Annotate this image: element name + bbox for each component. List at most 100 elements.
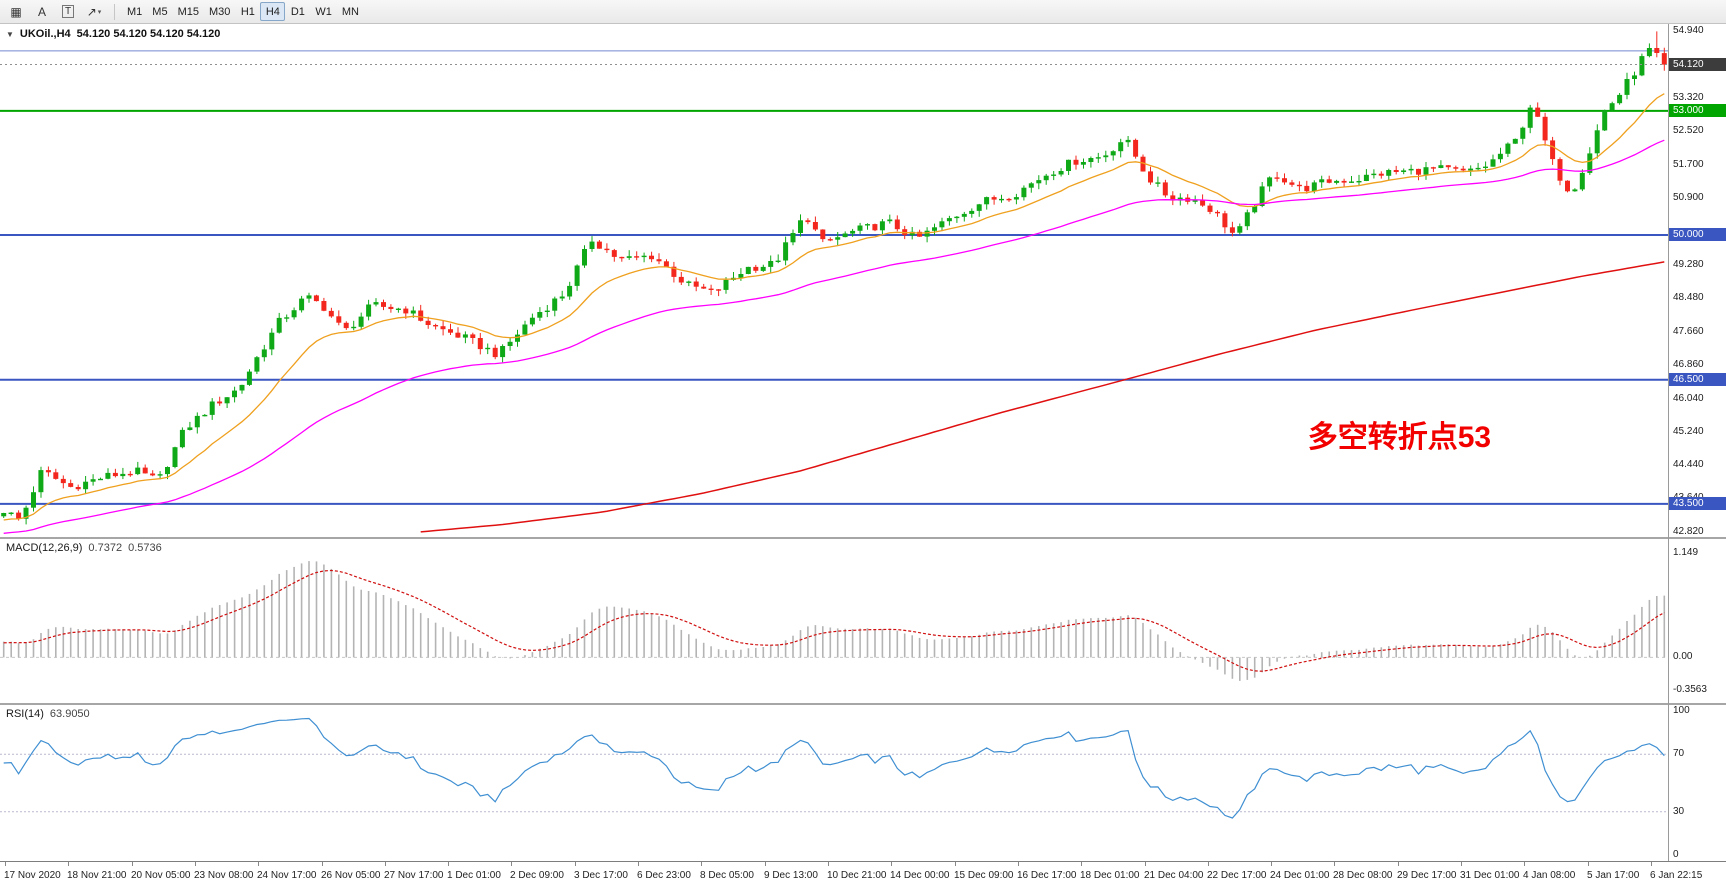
symbol-period-label: UKOil.,H4 [19,28,71,40]
timeframe-m5[interactable]: M5 [147,2,172,21]
time-tick [5,862,6,866]
price-badge: 50.000 [1669,228,1726,241]
date-label: 3 Dec 17:00 [574,870,628,881]
rsi-canvas[interactable] [0,705,1668,861]
time-tick [638,862,639,866]
time-tick [322,862,323,866]
date-label: 21 Dec 04:00 [1144,870,1204,881]
rsi-scale-label: 100 [1673,705,1690,716]
macd-main-value: 0.7372 [88,542,123,554]
date-label: 23 Nov 08:00 [194,870,254,881]
rsi-value: 63.9050 [49,708,90,720]
time-tick [1398,862,1399,866]
date-label: 18 Nov 21:00 [67,870,127,881]
price-tick-label: 51.700 [1673,159,1704,170]
macd-panel[interactable]: MACD(12,26,9) 0.7372 0.5736 [0,537,1668,703]
price-badge: 53.000 [1669,104,1726,117]
text-label-tool-icon[interactable]: T [56,2,80,22]
date-label: 22 Dec 17:00 [1207,870,1267,881]
price-tick-label: 52.520 [1673,125,1704,136]
price-tick-label: 49.280 [1673,259,1704,270]
date-label: 4 Jan 08:00 [1523,870,1576,881]
price-badge: 46.500 [1669,373,1726,386]
chart-grid-icon[interactable]: ▦ [4,2,28,22]
price-tick-label: 54.940 [1673,25,1704,36]
macd-canvas[interactable] [0,539,1668,703]
macd-scale[interactable]: 1.149 0.00 -0.3563 [1669,537,1726,703]
time-tick [575,862,576,866]
time-tick [1208,862,1209,866]
time-tick [891,862,892,866]
time-tick [1145,862,1146,866]
price-tick-label: 48.480 [1673,292,1704,303]
date-label: 6 Dec 23:00 [637,870,691,881]
rsi-panel[interactable]: RSI(14) 63.9050 [0,703,1668,861]
time-tick [701,862,702,866]
date-label: 18 Dec 01:00 [1080,870,1140,881]
date-label: 6 Jan 22:15 [1650,870,1703,881]
timeframe-w1[interactable]: W1 [310,2,337,21]
macd-scale-label: 0.00 [1673,651,1693,662]
time-tick [765,862,766,866]
rsi-label: RSI(14) 63.9050 [6,708,90,720]
time-tick [1334,862,1335,866]
time-tick [1524,862,1525,866]
time-tick [258,862,259,866]
date-label: 20 Nov 05:00 [131,870,191,881]
time-tick [68,862,69,866]
price-tick-label: 46.040 [1673,393,1704,404]
date-label: 27 Nov 17:00 [384,870,444,881]
rsi-scale-label: 30 [1673,806,1685,817]
time-tick [1271,862,1272,866]
macd-signal-value: 0.5736 [128,542,162,554]
time-tick [195,862,196,866]
rsi-scale-label: 0 [1673,849,1679,860]
main-price-scale[interactable]: 54.940 53.320 52.520 51.700 50.900 49.280 48.4… [1669,24,1726,537]
date-label: 26 Nov 05:00 [321,870,381,881]
drawing-tools-icon[interactable]: ↗ ▾ [82,2,106,22]
time-tick [1018,862,1019,866]
time-tick [132,862,133,866]
tools-group: ▦ A T ↗ ▾ [3,2,107,22]
time-tick [385,862,386,866]
date-label: 5 Jan 17:00 [1587,870,1640,881]
macd-scale-label: -0.3563 [1673,684,1707,695]
date-label: 24 Nov 17:00 [257,870,317,881]
price-tick-label: 46.860 [1673,359,1704,370]
macd-name: MACD(12,26,9) [6,542,83,554]
time-axis[interactable]: 17 Nov 2020 18 Nov 21:00 20 Nov 05:00 23 No… [0,861,1726,887]
toolbar-separator [114,3,115,20]
date-label: 29 Dec 17:00 [1397,870,1457,881]
time-tick [511,862,512,866]
chart-workspace: ▼ UKOil.,H4 54.120 54.120 54.120 54.120 … [0,24,1726,861]
time-tick [1461,862,1462,866]
price-badge: 54.120 [1669,58,1726,71]
timeframe-h1[interactable]: H1 [235,2,260,21]
timeframe-h4[interactable]: H4 [260,2,286,21]
timeframe-mn[interactable]: MN [337,2,364,21]
plot-column: ▼ UKOil.,H4 54.120 54.120 54.120 54.120 … [0,24,1668,861]
date-label: 8 Dec 05:00 [700,870,754,881]
date-label: 1 Dec 01:00 [447,870,501,881]
date-label: 28 Dec 08:00 [1333,870,1393,881]
price-badge: 43.500 [1669,497,1726,510]
chart-title-bar: ▼ UKOil.,H4 54.120 54.120 54.120 54.120 [6,28,220,40]
main-price-panel[interactable]: ▼ UKOil.,H4 54.120 54.120 54.120 54.120 … [0,24,1668,537]
date-label: 14 Dec 00:00 [890,870,950,881]
time-tick [1081,862,1082,866]
collapse-triangle-icon[interactable]: ▼ [6,29,14,39]
rsi-scale[interactable]: 100 70 30 0 [1669,703,1726,861]
ohlc-values: 54.120 54.120 54.120 54.120 [76,28,221,40]
timeframe-m15[interactable]: M15 [173,2,204,21]
time-tick [828,862,829,866]
timeframe-m30[interactable]: M30 [204,2,235,21]
macd-scale-label: 1.149 [1673,547,1699,558]
price-tick-label: 44.440 [1673,459,1704,470]
timeframe-d1[interactable]: D1 [285,2,310,21]
cursor-tool-icon[interactable]: A [30,2,54,22]
main-chart-canvas[interactable] [0,24,1668,537]
date-label: 9 Dec 13:00 [764,870,818,881]
macd-label: MACD(12,26,9) 0.7372 0.5736 [6,542,162,554]
timeframe-m1[interactable]: M1 [122,2,147,21]
date-label: 10 Dec 21:00 [827,870,887,881]
